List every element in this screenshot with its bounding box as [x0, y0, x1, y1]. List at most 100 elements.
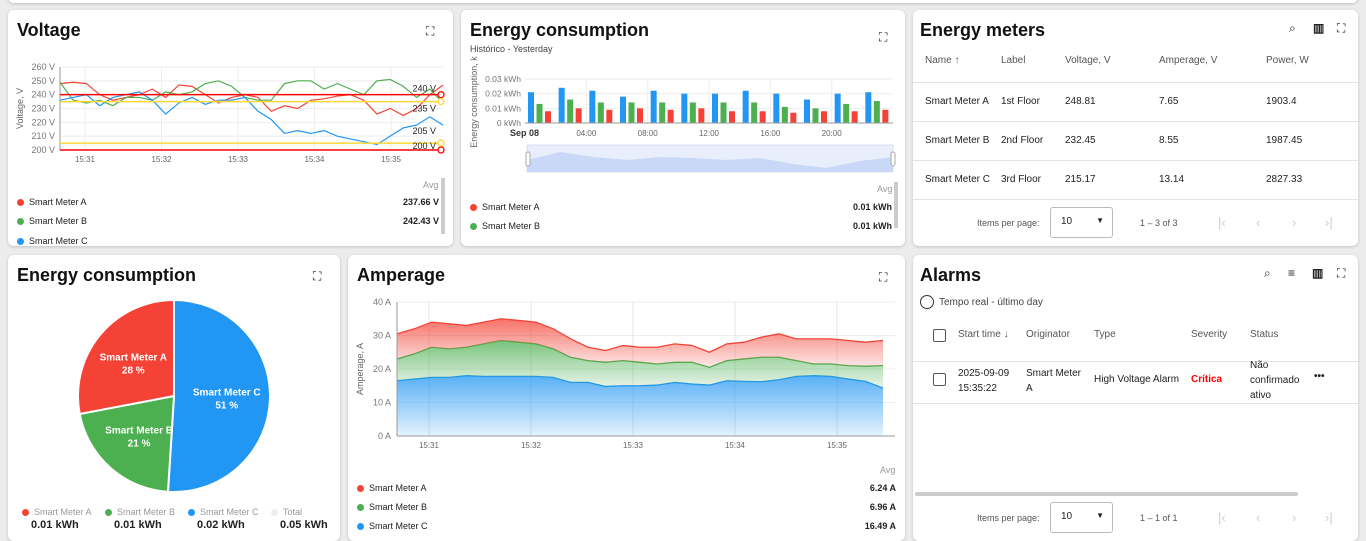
first-page-button[interactable]: |‹	[1218, 215, 1226, 230]
column-header-amperage[interactable]: Amperage, V	[1159, 55, 1218, 66]
cell: 3rd Floor	[1001, 174, 1042, 185]
x-tick-label: 15:31	[75, 155, 96, 164]
next-page-button[interactable]: ›	[1292, 215, 1297, 230]
items-per-page-select[interactable]: 10 ▼	[1050, 207, 1113, 238]
y-tick-label: 0.03 kWh	[485, 74, 521, 84]
y-tick-label: 250 V	[31, 76, 55, 86]
select-all-checkbox[interactable]	[933, 329, 946, 342]
bar	[606, 109, 613, 123]
x-tick-label: 15:35	[381, 155, 402, 164]
widget-title: Energy consumption	[470, 20, 650, 40]
legend-item: Smart Meter A	[22, 507, 92, 517]
legend-scrollbar[interactable]	[441, 178, 445, 234]
columns-icon[interactable]: ▥	[1312, 266, 1324, 280]
legend-avg: 6.24 A	[869, 483, 896, 493]
legend-scrollbar[interactable]	[894, 182, 898, 228]
fullscreen-icon[interactable]: ⛶	[1337, 21, 1346, 35]
column-header-originator[interactable]: Originator	[1026, 329, 1070, 340]
x-tick-label: 15:32	[151, 155, 172, 164]
severity: Crítica	[1191, 374, 1223, 385]
x-tick-label: Sep 08	[510, 128, 539, 138]
column-header-type[interactable]: Type	[1094, 329, 1116, 340]
y-tick-label: 0 kWh	[497, 118, 521, 128]
pie-slice	[78, 394, 176, 493]
more-actions-icon[interactable]: •••	[1314, 371, 1325, 382]
cell: 2827.33	[1266, 174, 1303, 185]
horizontal-scrollbar[interactable]	[915, 492, 1298, 496]
prev-page-button[interactable]: ‹	[1256, 215, 1261, 230]
cell: 1903.4	[1266, 96, 1297, 107]
next-page-button[interactable]: ›	[1292, 510, 1297, 525]
bar	[751, 102, 758, 123]
legend-item: Smart Meter C	[17, 236, 88, 246]
series-line	[59, 78, 444, 107]
navigator-handle-left	[525, 151, 531, 167]
energy-meters-widget: Energy meters ⌕ ▥ ⛶ Name ↑ Label Voltage…	[913, 10, 1358, 246]
bar	[637, 108, 643, 123]
column-header-status[interactable]: Status	[1250, 329, 1279, 340]
legend-item: Smart Meter C	[188, 507, 259, 517]
items-per-page-select[interactable]: 10 ▼	[1050, 502, 1113, 533]
bar	[575, 108, 582, 123]
column-header-power[interactable]: Power, W	[1266, 55, 1309, 66]
series-area	[397, 340, 883, 389]
last-page-button[interactable]: ›|	[1325, 510, 1333, 525]
bar	[667, 109, 674, 123]
legend-item: Smart Meter A	[357, 483, 427, 493]
legend-item: Smart Meter C	[357, 521, 428, 531]
items-per-page-label: Items per page:	[977, 513, 1040, 523]
widget-title: Energy meters	[920, 20, 1046, 40]
bar	[882, 109, 889, 123]
fullscreen-icon[interactable]: ⛶	[879, 30, 888, 44]
x-tick-label: 15:33	[228, 155, 249, 164]
search-icon[interactable]: ⌕	[1289, 21, 1296, 35]
y-tick-label: 10 A	[373, 398, 391, 408]
bar	[659, 102, 666, 123]
slice-label: Smart Meter A	[100, 352, 167, 363]
fullscreen-icon[interactable]: ⛶	[313, 269, 322, 283]
column-header-severity[interactable]: Severity	[1191, 329, 1228, 340]
fullscreen-icon[interactable]: ⛶	[1337, 266, 1346, 280]
legend-avg: 242.43 V	[402, 216, 439, 226]
originator: Smart Meter A	[1026, 368, 1082, 394]
cell: 1st Floor	[1001, 96, 1040, 107]
widget-subtitle: Histórico - Yesterday	[470, 44, 553, 54]
x-tick-label: 15:34	[725, 441, 746, 450]
fullscreen-icon[interactable]: ⛶	[426, 24, 435, 38]
column-header-label[interactable]: Label	[1001, 55, 1026, 66]
last-page-button[interactable]: ›|	[1325, 215, 1333, 230]
bar	[545, 111, 551, 123]
amperage-widget: Amperage ⛶ 0 A 10 A 20 A 30 A 40 A 15:31 15:32…	[348, 255, 905, 541]
page-range: 1 – 3 of 3	[1140, 218, 1178, 228]
cell: 2nd Floor	[1001, 135, 1044, 146]
search-icon[interactable]: ⌕	[1264, 266, 1271, 280]
bar	[689, 102, 696, 123]
legend-item: Smart Meter B	[17, 216, 87, 226]
voltage-chart: 200 V 210 V 220 V 230 V 240 V 250 V 260 V 15:31…	[15, 62, 445, 164]
timewindow[interactable]: Tempo real - último day	[920, 295, 1043, 309]
legend-avg: 0.01 kWh	[852, 202, 892, 212]
filter-icon[interactable]: ≡	[1288, 266, 1296, 280]
legend-item: Smart Meter A	[17, 197, 87, 207]
legend-avg: 6.96 A	[869, 502, 896, 512]
column-header-voltage[interactable]: Voltage, V	[1065, 55, 1111, 66]
alarms-widget: Alarms ⌕ ≡ ▥ ⛶ Tempo real - último day S…	[913, 255, 1358, 541]
prev-page-button[interactable]: ‹	[1256, 510, 1261, 525]
y-tick-label: 0 A	[378, 431, 391, 441]
cell: 8.55	[1159, 135, 1179, 146]
first-page-button[interactable]: |‹	[1218, 510, 1226, 525]
bar	[873, 101, 880, 123]
widget-title: Energy consumption	[17, 265, 197, 285]
pie-slice	[77, 298, 175, 416]
fullscreen-icon[interactable]: ⛶	[879, 270, 888, 284]
column-header-name[interactable]: Name ↑	[925, 55, 960, 66]
columns-icon[interactable]: ▥	[1313, 21, 1325, 35]
column-header-start-time[interactable]: Start time ↓	[958, 329, 1009, 340]
row-checkbox[interactable]	[933, 373, 946, 386]
top-card-edge	[8, 0, 1358, 3]
bar	[729, 111, 735, 123]
bar	[781, 106, 788, 123]
x-tick-label: 15:31	[419, 441, 440, 450]
legend-value: 0.01 kWh	[31, 519, 79, 531]
legend-item: Smart Meter B	[105, 507, 175, 517]
